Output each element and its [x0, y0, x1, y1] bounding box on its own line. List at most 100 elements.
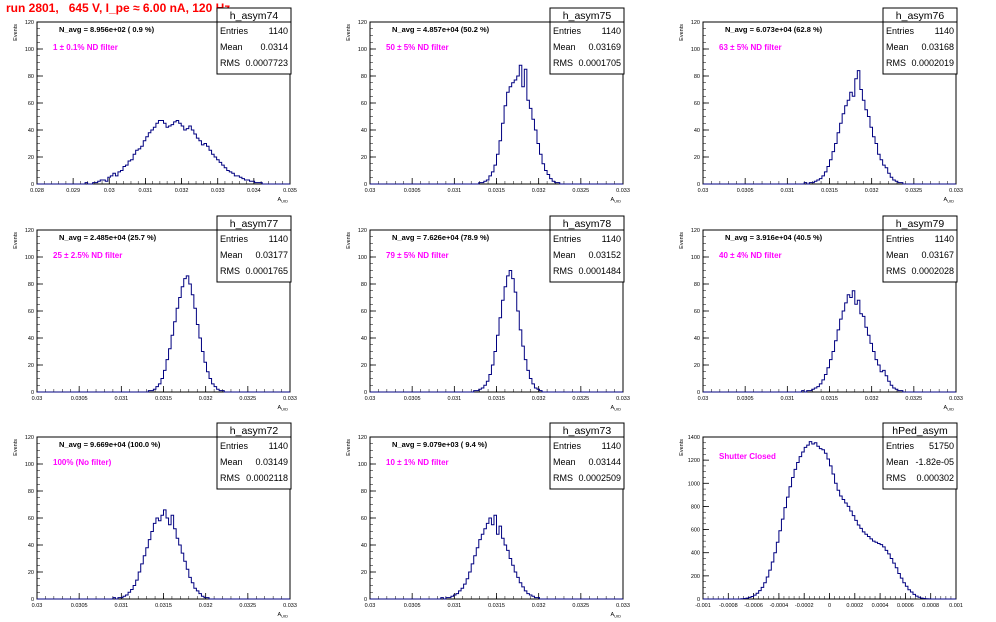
- histogram-name: h_asym76: [896, 10, 945, 22]
- histogram-panel: 0 20 40 60 80 100 120 0.028 0.029 0.03 0.031 0.032 0…: [13, 7, 297, 204]
- y-tick-label: 40: [361, 128, 367, 134]
- x-tick-label: 0.001: [949, 603, 963, 609]
- y-axis-label: Events: [679, 439, 685, 456]
- x-tick-label: 0.033: [616, 396, 630, 402]
- x-axis-label: AUID: [610, 405, 621, 412]
- y-tick-label: 20: [28, 155, 34, 161]
- y-tick-label: 100: [25, 462, 34, 468]
- stats-value: 1140: [269, 26, 288, 36]
- y-axis-label: Events: [679, 24, 685, 41]
- x-tick-label: 0.0305: [404, 188, 421, 194]
- n-avg-annotation: N_avg = 3.916e+04 (40.5 %): [725, 233, 823, 242]
- y-tick-label: 20: [361, 363, 367, 369]
- filter-label: 10 ± 1% ND filter: [386, 458, 449, 467]
- x-tick-label: 0.0305: [404, 603, 421, 609]
- x-axis-label: AUID: [943, 197, 954, 204]
- histogram-panel: 0 20 40 60 80 100 120 0.03 0.0305 0.031 0.0315 0.03…: [679, 7, 963, 204]
- histogram-series: [703, 70, 956, 185]
- x-tick-label: 0.03: [365, 188, 376, 194]
- filter-label: 40 ± 4% ND filter: [719, 251, 782, 260]
- histogram-name: h_asym72: [230, 425, 279, 437]
- stats-value: -1.82e-05: [915, 457, 954, 467]
- y-tick-label: 100: [358, 462, 367, 468]
- stats-value: 0.03177: [255, 250, 288, 260]
- y-tick-label: 60: [28, 101, 34, 107]
- y-tick-label: 1200: [688, 458, 700, 464]
- y-axis-label: Events: [346, 24, 352, 41]
- x-tick-label: 0.033: [616, 188, 630, 194]
- x-tick-label: 0.031: [447, 396, 461, 402]
- histogram-name: h_asym79: [896, 218, 945, 230]
- x-tick-label: 0.0008: [922, 603, 939, 609]
- n-avg-annotation: N_avg = 9.079e+03 ( 9.4 %): [392, 440, 488, 449]
- y-tick-label: 60: [694, 309, 700, 315]
- histogram-panel: 0 20 40 60 80 100 120 0.03 0.0305 0.031 0.0315 0.03…: [13, 422, 297, 619]
- stats-value: 0.03168: [921, 42, 954, 52]
- y-tick-label: 1000: [688, 481, 700, 487]
- y-tick-label: 0: [697, 390, 700, 396]
- stats-box: [882, 7, 958, 75]
- stats-label: RMS: [886, 266, 906, 276]
- y-tick-label: 400: [691, 551, 700, 557]
- stats-label: RMS: [220, 58, 240, 68]
- x-tick-label: 0.028: [30, 188, 44, 194]
- y-tick-label: 20: [361, 570, 367, 576]
- stats-value: 0.03167: [921, 250, 954, 260]
- x-tick-label: 0.0002: [846, 603, 863, 609]
- stats-value: 0.0002019: [911, 58, 954, 68]
- y-tick-label: 120: [691, 20, 700, 26]
- stats-value: 0.0001484: [578, 266, 621, 276]
- x-tick-label: 0.032: [199, 603, 213, 609]
- x-tick-label: 0.032: [532, 396, 546, 402]
- stats-label: RMS: [553, 266, 573, 276]
- stats-box: [549, 215, 625, 283]
- stats-value: 0.0002509: [578, 473, 621, 483]
- x-tick-label: 0.0315: [488, 603, 505, 609]
- x-tick-label: 0.032: [175, 188, 189, 194]
- x-tick-label: -0.0002: [795, 603, 814, 609]
- x-tick-label: 0.031: [139, 188, 153, 194]
- x-tick-label: 0.031: [447, 603, 461, 609]
- stats-label: Mean: [886, 250, 909, 260]
- y-axis-label: Events: [346, 439, 352, 456]
- stats-value: 0.03149: [255, 457, 288, 467]
- histogram-series: [370, 64, 623, 185]
- stats-label: Mean: [220, 457, 243, 467]
- y-tick-label: 60: [28, 309, 34, 315]
- x-axis-label: AUID: [610, 197, 621, 204]
- y-tick-label: 120: [358, 228, 367, 234]
- y-tick-label: 40: [28, 128, 34, 134]
- stats-label: RMS: [553, 58, 573, 68]
- stats-label: Mean: [553, 250, 576, 260]
- stats-label: Mean: [220, 42, 243, 52]
- stats-box: [216, 215, 292, 283]
- stats-label: RMS: [886, 58, 906, 68]
- histogram-name: h_asym77: [230, 218, 279, 230]
- x-tick-label: 0.034: [247, 188, 261, 194]
- x-tick-label: -0.0006: [744, 603, 763, 609]
- stats-value: 0.0001705: [578, 58, 621, 68]
- y-axis-label: Events: [13, 232, 19, 249]
- x-tick-label: 0.0305: [71, 603, 88, 609]
- y-tick-label: 1400: [688, 435, 700, 441]
- x-tick-label: 0.035: [283, 188, 297, 194]
- histogram-name: h_asym73: [563, 425, 612, 437]
- filter-label: 63 ± 5% ND filter: [719, 43, 782, 52]
- stats-label: Entries: [220, 26, 249, 36]
- stats-box: [882, 215, 958, 283]
- x-tick-label: 0.0305: [737, 188, 754, 194]
- y-tick-label: 20: [694, 363, 700, 369]
- x-tick-label: -0.0008: [719, 603, 738, 609]
- n-avg-annotation: N_avg = 8.956e+02 ( 0.9 %): [59, 25, 155, 34]
- x-tick-label: 0.0325: [905, 188, 922, 194]
- stats-label: Entries: [886, 234, 915, 244]
- filter-label: 1 ± 0.1% ND filter: [53, 43, 118, 52]
- stats-value: 0.0002118: [246, 473, 288, 483]
- stats-label: Entries: [886, 26, 915, 36]
- stats-value: 1140: [269, 234, 288, 244]
- y-tick-label: 0: [31, 597, 34, 603]
- histogram-series: [703, 441, 956, 600]
- y-tick-label: 20: [694, 155, 700, 161]
- stats-label: RMS: [553, 473, 573, 483]
- histogram-name: h_asym78: [563, 218, 612, 230]
